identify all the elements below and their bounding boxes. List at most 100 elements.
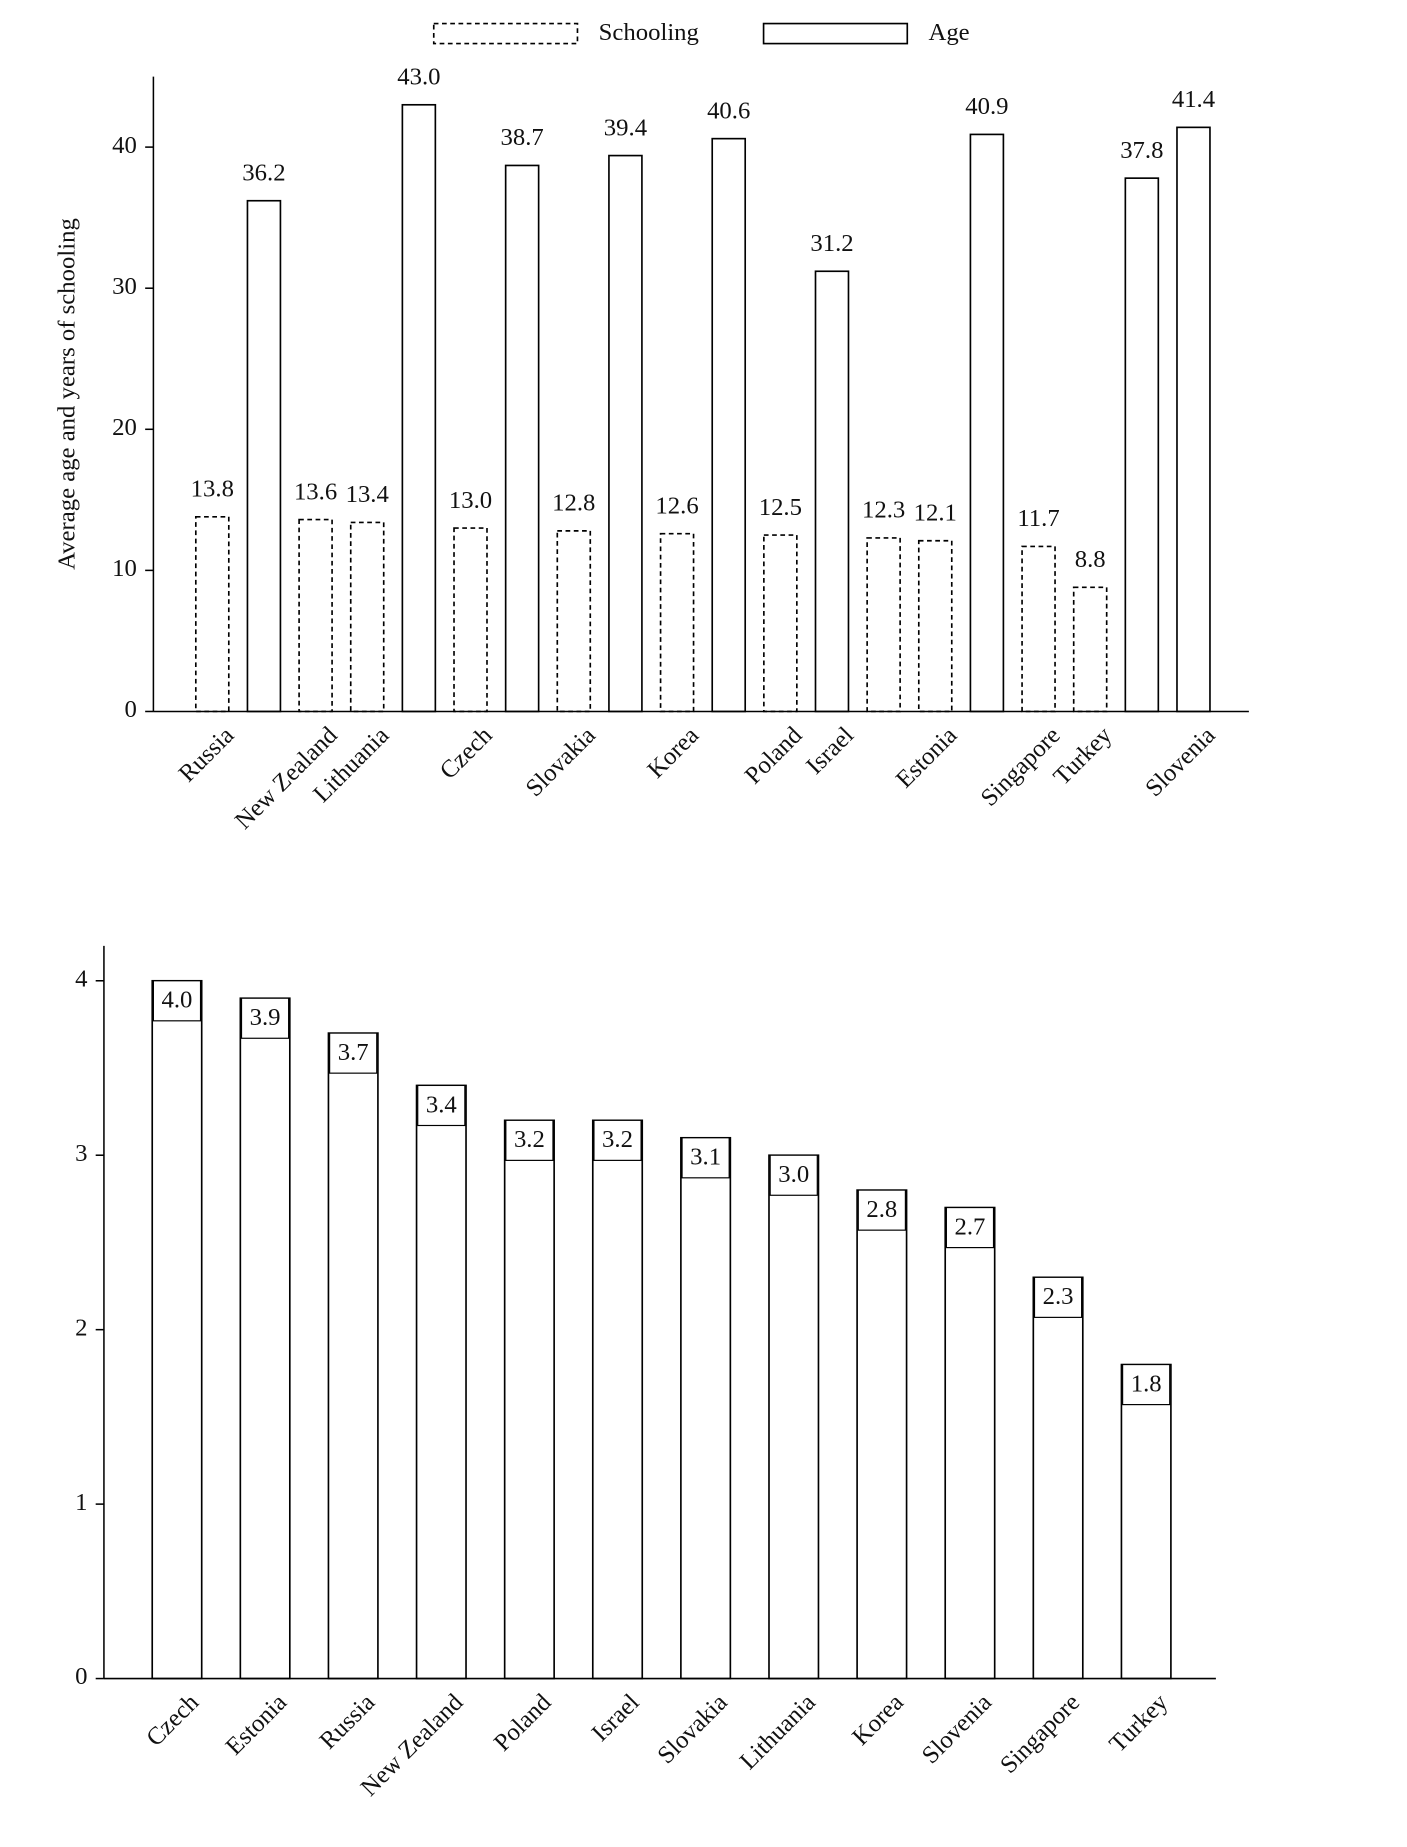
value-label: 13.0	[449, 487, 492, 514]
x-tick-label: Poland	[489, 1688, 557, 1756]
bar	[711, 137, 747, 713]
value-label-box	[417, 1084, 466, 1127]
value-label: 12.5	[759, 494, 802, 521]
value-label: 1.8	[1131, 1370, 1162, 1397]
bar	[1021, 545, 1056, 713]
value-label: 2.7	[954, 1213, 985, 1240]
bar	[239, 997, 291, 1680]
value-label-box	[152, 980, 202, 1022]
value-label-box	[240, 997, 290, 1039]
x-tick-label: Russia	[174, 722, 240, 788]
value-label: 3.1	[690, 1144, 721, 1171]
value-label-box	[857, 1189, 906, 1231]
bar	[151, 979, 203, 1680]
value-label: 3.2	[514, 1126, 545, 1153]
value-label: 39.4	[604, 114, 647, 141]
value-label: 13.6	[294, 478, 337, 505]
x-tick-label: Slovakia	[521, 722, 601, 802]
bar	[768, 1154, 820, 1680]
value-label: 3.9	[250, 1004, 281, 1031]
bar	[453, 527, 488, 713]
y-tick-label: 3	[75, 1140, 87, 1167]
bar	[298, 518, 333, 713]
y-tick-label: 30	[112, 273, 137, 300]
x-tick-label: Korea	[847, 1689, 909, 1751]
bar	[349, 521, 385, 713]
value-label: 36.2	[242, 159, 285, 186]
value-label-box	[945, 1206, 995, 1249]
y-tick-label: 2	[75, 1314, 87, 1341]
value-label: 43.0	[397, 64, 440, 91]
x-tick-label: Estonia	[221, 1689, 293, 1761]
value-label: 3.4	[426, 1091, 457, 1118]
x-tick-label: Czech	[435, 721, 498, 784]
legend-swatch	[762, 22, 909, 45]
value-label: 13.4	[346, 481, 389, 508]
value-label: 41.4	[1172, 86, 1215, 113]
value-label-box	[769, 1154, 818, 1196]
bar	[1124, 177, 1160, 713]
value-label-box	[1033, 1276, 1083, 1318]
legend-swatch	[432, 22, 579, 45]
y-tick-label: 10	[112, 555, 137, 582]
value-label: 12.8	[552, 490, 595, 517]
bar	[1032, 1276, 1084, 1680]
value-label: 3.7	[338, 1039, 369, 1066]
x-tick-label: Israel	[801, 722, 859, 780]
x-tick-label: Slovenia	[917, 1689, 997, 1769]
value-label-box	[681, 1137, 730, 1179]
value-label: 12.6	[655, 492, 698, 519]
y-tick-label: 0	[125, 696, 137, 723]
value-label: 12.1	[914, 500, 957, 527]
value-label: 11.7	[1017, 505, 1059, 532]
y-tick-label: 4	[75, 965, 87, 992]
bar	[401, 103, 437, 713]
bar	[763, 534, 798, 713]
bar	[591, 1119, 644, 1680]
bar	[415, 1084, 467, 1680]
bar	[194, 515, 230, 713]
value-label: 2.3	[1043, 1283, 1074, 1310]
value-label: 13.8	[191, 476, 234, 503]
bar	[944, 1206, 996, 1680]
bar	[856, 1189, 908, 1680]
bar	[659, 532, 695, 713]
x-tick-label: Russia	[315, 1689, 381, 1755]
x-tick-label: Slovenia	[1140, 722, 1220, 802]
bar	[1120, 1363, 1172, 1680]
y-axis-label: Average age and years of schooling	[53, 218, 80, 570]
x-tick-label: Singapore	[995, 1689, 1085, 1779]
bar	[503, 1119, 555, 1680]
x-tick-label: Lithuania	[735, 1689, 821, 1775]
bar	[556, 530, 592, 713]
x-tick-label: Turkey	[1048, 721, 1117, 790]
legend-label: Age	[928, 19, 969, 46]
bar	[814, 270, 850, 713]
value-label: 8.8	[1075, 546, 1106, 573]
x-tick-label: Poland	[740, 721, 808, 789]
value-label-box	[505, 1119, 554, 1161]
value-label: 38.7	[501, 124, 544, 151]
bar	[1072, 586, 1108, 713]
bar	[504, 164, 540, 713]
value-label-box	[1122, 1363, 1171, 1406]
value-label: 40.6	[707, 97, 750, 124]
value-label-box	[329, 1032, 378, 1074]
bar	[917, 539, 953, 713]
value-label: 12.3	[862, 497, 905, 524]
x-tick-label: Czech	[141, 1688, 204, 1751]
bar	[866, 537, 901, 713]
value-label: 37.8	[1120, 137, 1163, 164]
bar	[1176, 126, 1211, 713]
bar	[608, 154, 643, 713]
value-label: 40.9	[965, 93, 1008, 120]
value-label: 4.0	[162, 987, 193, 1014]
y-tick-label: 1	[75, 1489, 87, 1516]
bar	[969, 133, 1005, 713]
x-tick-label: Turkey	[1104, 1688, 1173, 1757]
value-label: 3.0	[778, 1161, 809, 1188]
value-label-box	[593, 1119, 642, 1161]
value-label: 31.2	[810, 230, 853, 257]
bar	[327, 1032, 379, 1680]
